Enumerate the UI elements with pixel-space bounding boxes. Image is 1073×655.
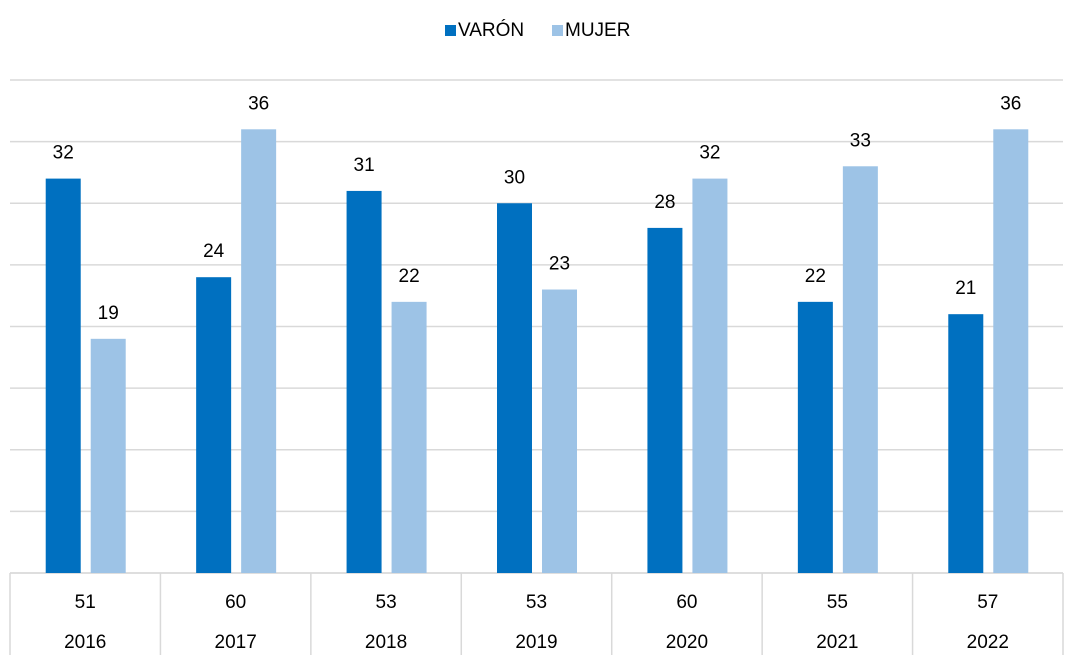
- value-label: 36: [1000, 93, 1021, 114]
- bar: [647, 227, 683, 573]
- bar: [692, 178, 728, 573]
- legend-label: VARÓN: [458, 19, 524, 41]
- value-label: 24: [203, 241, 225, 262]
- legend-swatch: [552, 25, 563, 36]
- value-label: 32: [53, 143, 74, 164]
- total-label: 60: [676, 592, 697, 613]
- legend-label: MUJER: [565, 20, 630, 41]
- value-label: 31: [354, 155, 375, 176]
- bar: [797, 301, 833, 573]
- bar: [346, 190, 382, 574]
- value-label: 30: [504, 167, 525, 188]
- value-label: 22: [399, 266, 420, 287]
- bar: [45, 178, 81, 573]
- bar: [542, 289, 577, 573]
- bar: [948, 314, 984, 573]
- x-tick-label: 2017: [215, 632, 257, 653]
- value-label: 19: [98, 303, 119, 324]
- x-tick-label: 2020: [666, 632, 708, 653]
- total-label: 57: [977, 592, 998, 613]
- value-label: 36: [248, 93, 269, 114]
- value-label: 32: [699, 143, 720, 164]
- legend-swatch: [445, 25, 456, 36]
- bar: [842, 166, 878, 573]
- value-label: 33: [850, 130, 871, 151]
- x-tick-label: 2021: [816, 632, 858, 653]
- bar: [497, 203, 532, 573]
- bar: [196, 277, 232, 573]
- bar: [391, 301, 427, 573]
- bar: [90, 338, 126, 573]
- x-tick-label: 2022: [967, 632, 1009, 653]
- bar: [241, 129, 277, 574]
- value-label: 22: [805, 266, 826, 287]
- total-label: 60: [225, 592, 246, 613]
- value-label: 21: [955, 278, 976, 299]
- total-label: 53: [526, 592, 547, 613]
- value-label: 23: [549, 254, 570, 275]
- x-tick-label: 2018: [365, 632, 407, 653]
- value-label: 28: [654, 192, 675, 213]
- total-label: 51: [75, 592, 96, 613]
- total-label: 53: [376, 592, 397, 613]
- bar: [993, 129, 1029, 574]
- x-tick-label: 2016: [64, 632, 106, 653]
- total-label: 55: [827, 592, 848, 613]
- x-tick-label: 2019: [515, 632, 557, 653]
